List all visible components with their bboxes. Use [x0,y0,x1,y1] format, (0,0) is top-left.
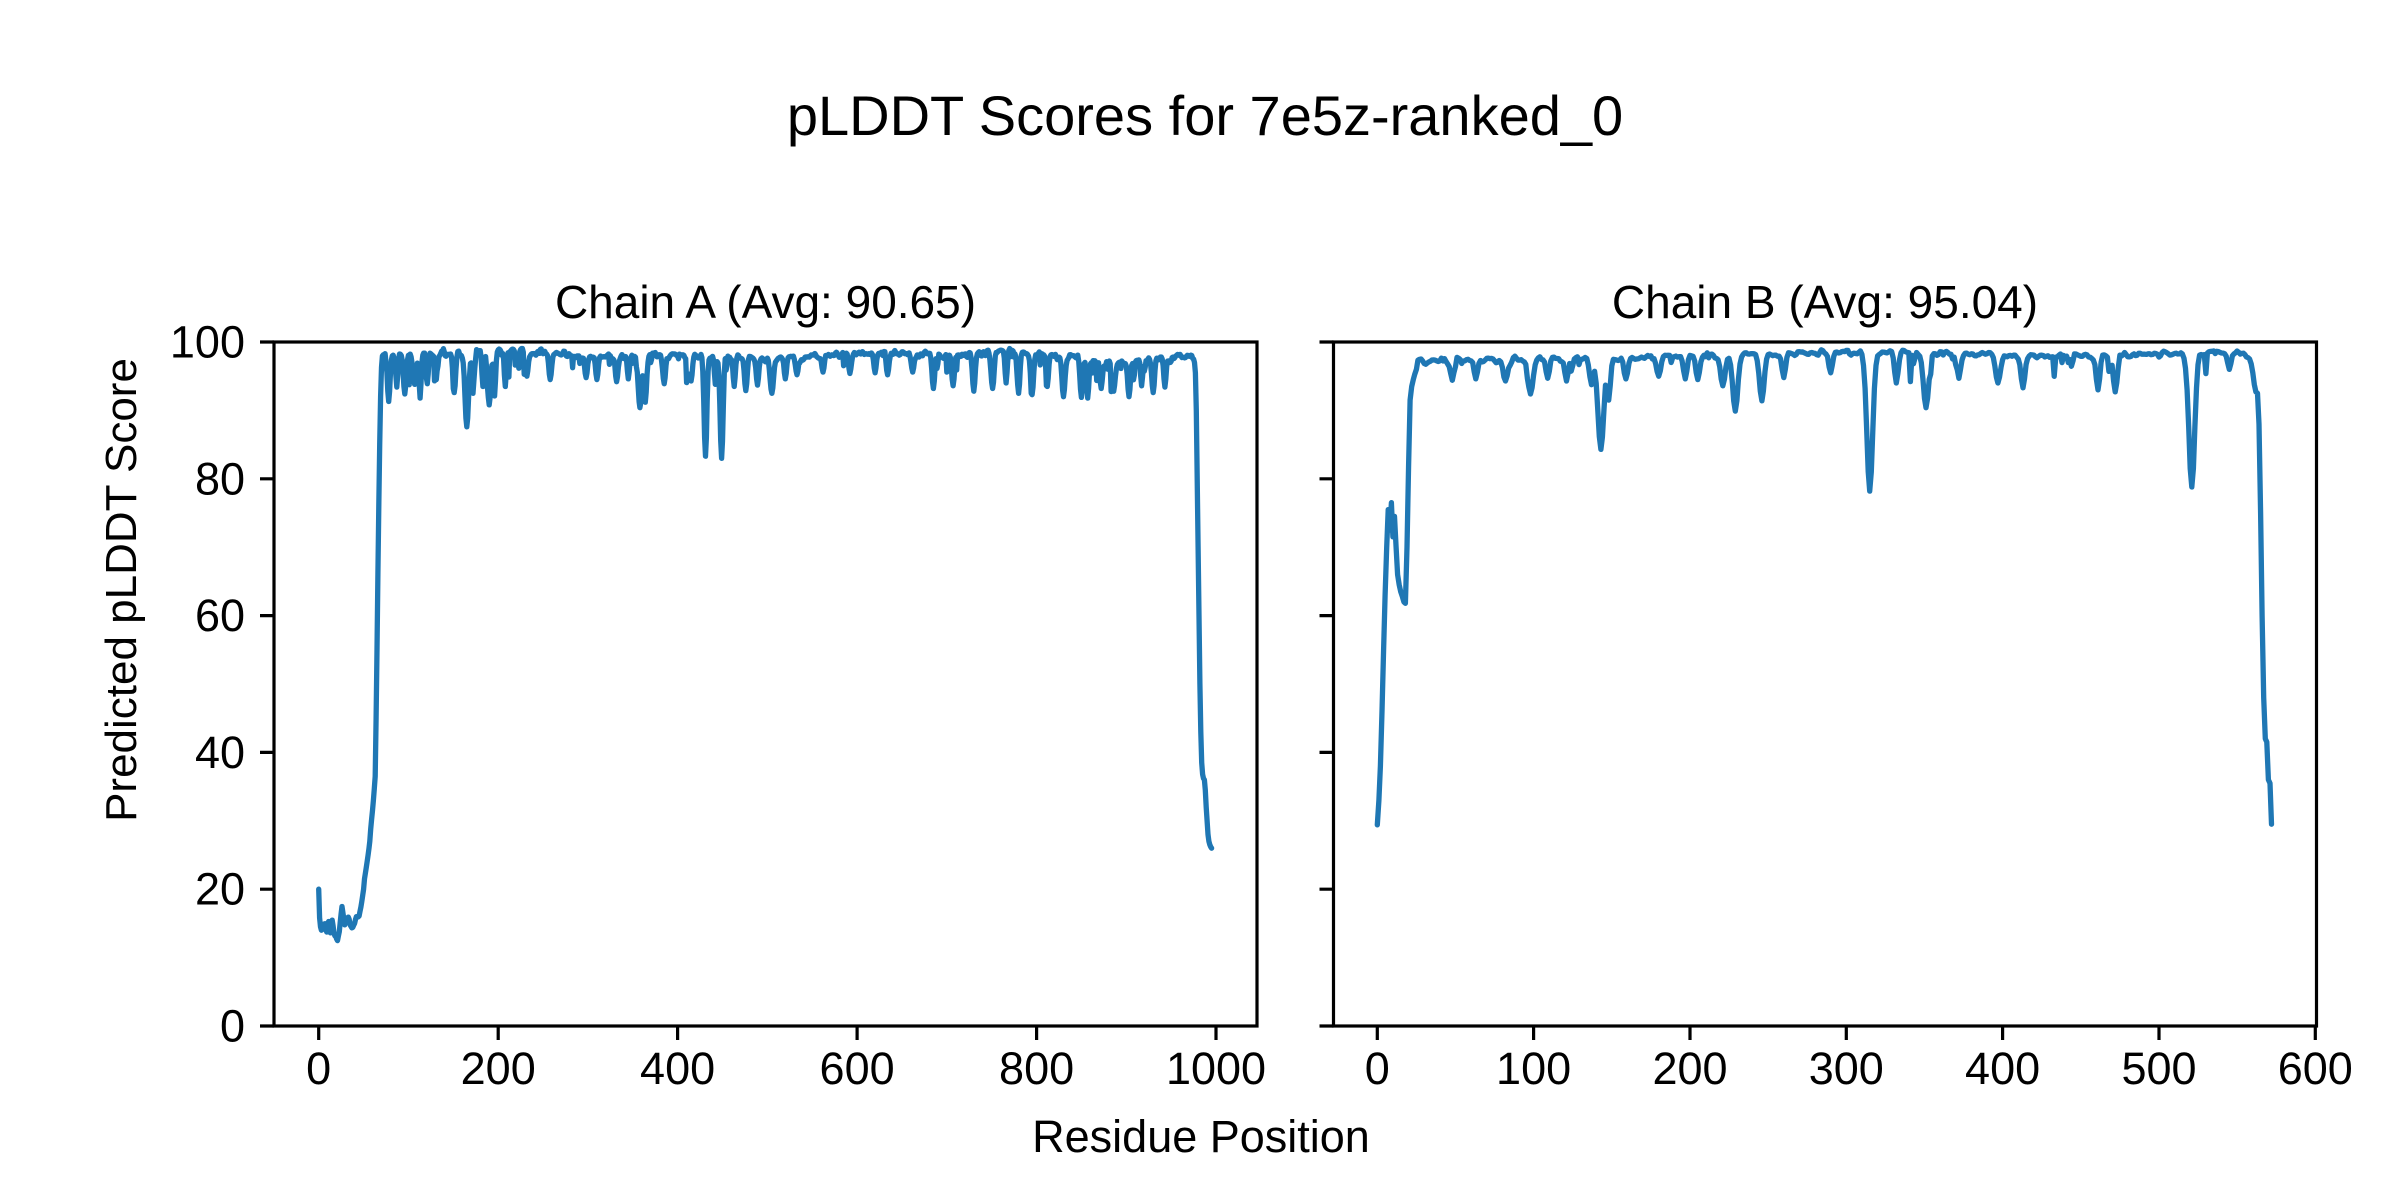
svg-text:100: 100 [170,317,245,368]
svg-text:20: 20 [195,864,245,915]
svg-text:100: 100 [1496,1043,1571,1094]
svg-text:1000: 1000 [1166,1043,1266,1094]
svg-text:Predicted pLDDT Score: Predicted pLDDT Score [97,358,146,822]
svg-text:80: 80 [195,453,245,504]
svg-text:200: 200 [461,1043,536,1094]
svg-text:0: 0 [220,1001,245,1052]
svg-text:400: 400 [640,1043,715,1094]
svg-text:0: 0 [1365,1043,1390,1094]
svg-text:40: 40 [195,727,245,778]
svg-text:400: 400 [1965,1043,2040,1094]
svg-text:60: 60 [195,590,245,641]
svg-text:800: 800 [999,1043,1074,1094]
svg-text:600: 600 [820,1043,895,1094]
svg-text:pLDDT Scores for 7e5z-ranked_0: pLDDT Scores for 7e5z-ranked_0 [787,84,1623,147]
svg-text:600: 600 [2278,1043,2353,1094]
svg-text:500: 500 [2121,1043,2196,1094]
svg-text:Chain A (Avg: 90.65): Chain A (Avg: 90.65) [555,276,976,328]
svg-text:Chain B (Avg: 95.04): Chain B (Avg: 95.04) [1612,276,2038,328]
svg-text:0: 0 [306,1043,331,1094]
svg-text:Residue Position: Residue Position [1032,1111,1370,1162]
svg-text:200: 200 [1652,1043,1727,1094]
svg-text:300: 300 [1809,1043,1884,1094]
